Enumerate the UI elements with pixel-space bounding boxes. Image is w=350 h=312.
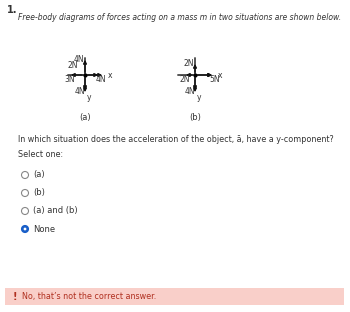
Text: 2N: 2N	[180, 76, 190, 85]
Text: x: x	[218, 71, 223, 80]
Text: 1.: 1.	[7, 5, 18, 15]
Text: Select one:: Select one:	[18, 150, 63, 159]
Text: (b): (b)	[33, 188, 45, 197]
Text: 5N: 5N	[210, 76, 220, 85]
Text: 4N: 4N	[74, 55, 84, 64]
Text: (a): (a)	[33, 170, 45, 179]
Text: None: None	[33, 225, 55, 233]
FancyBboxPatch shape	[5, 288, 344, 305]
Text: 4N: 4N	[185, 86, 195, 95]
Text: 2N: 2N	[68, 61, 78, 71]
Text: x: x	[108, 71, 112, 80]
Text: 4N: 4N	[75, 86, 85, 95]
Text: (a): (a)	[79, 113, 91, 122]
Text: y: y	[87, 94, 91, 103]
Text: (b): (b)	[189, 113, 201, 122]
Text: No, that’s not the correct answer.: No, that’s not the correct answer.	[22, 292, 156, 301]
Text: 3N: 3N	[65, 76, 75, 85]
Text: !: !	[13, 291, 18, 301]
Text: y: y	[197, 94, 202, 103]
Text: 2N: 2N	[184, 59, 194, 67]
Text: In which situation does the acceleration of the object, ā, have a y-component?: In which situation does the acceleration…	[18, 135, 334, 144]
Text: Free-body diagrams of forces acting on a mass m in two situations are shown belo: Free-body diagrams of forces acting on a…	[18, 13, 341, 22]
Circle shape	[23, 227, 26, 230]
Circle shape	[21, 226, 28, 232]
Text: (a) and (b): (a) and (b)	[33, 207, 78, 216]
Text: 4N: 4N	[96, 76, 106, 85]
